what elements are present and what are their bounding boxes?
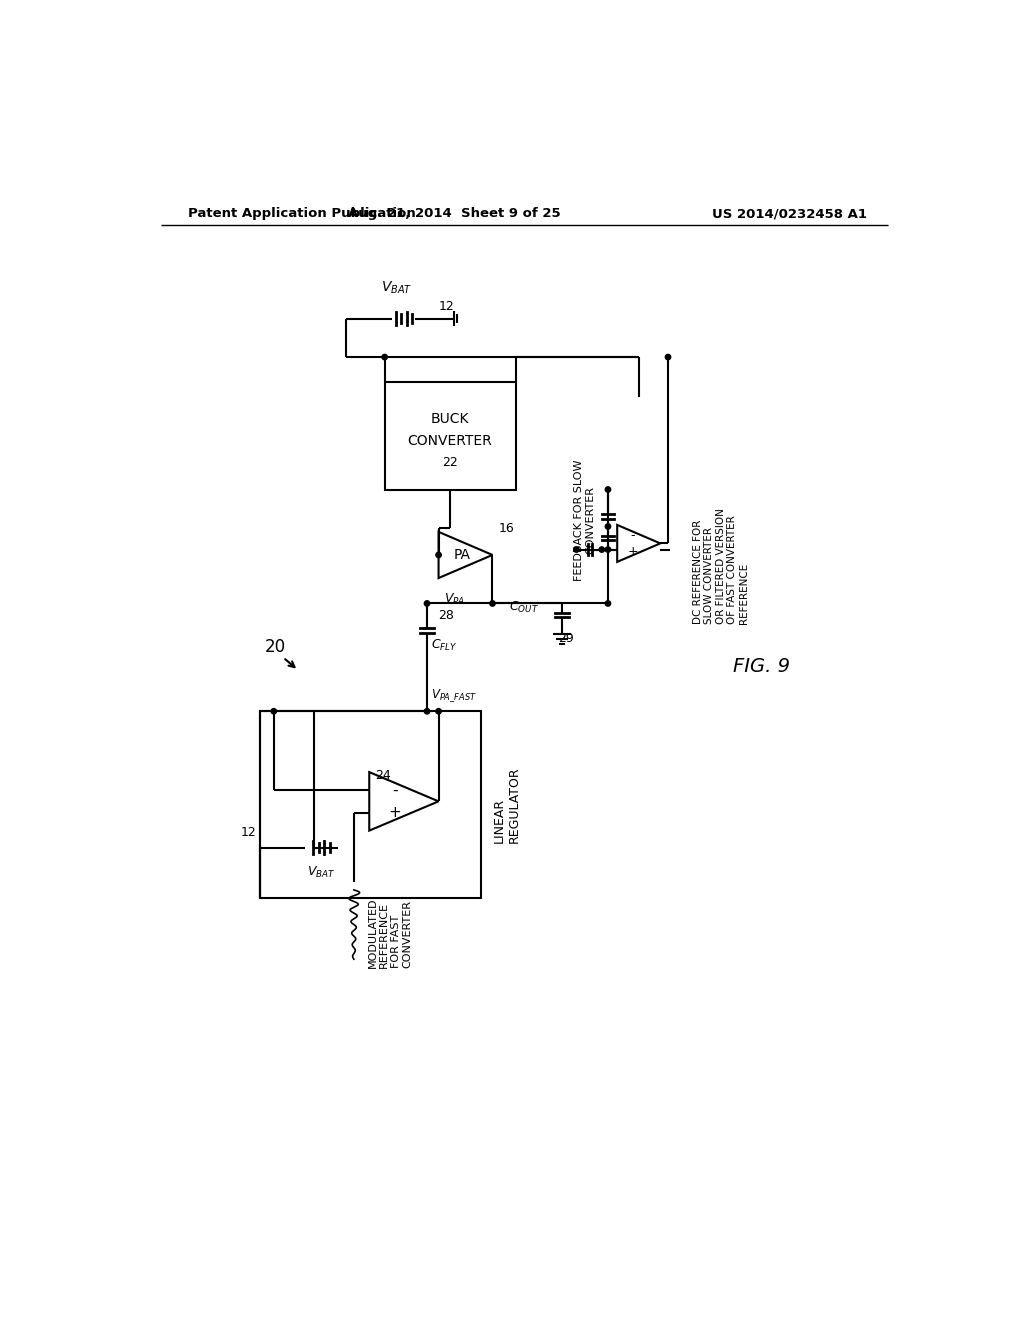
Circle shape [382,354,387,360]
Circle shape [605,601,610,606]
Text: Aug. 21, 2014  Sheet 9 of 25: Aug. 21, 2014 Sheet 9 of 25 [347,207,560,220]
Text: 16: 16 [499,521,514,535]
Text: 12: 12 [438,300,455,313]
Circle shape [605,524,610,529]
Text: 29: 29 [558,631,573,644]
Text: 12: 12 [241,825,256,838]
Circle shape [424,601,430,606]
Circle shape [605,487,610,492]
Text: $V_{BAT}$: $V_{BAT}$ [307,865,336,879]
Circle shape [436,552,441,557]
Circle shape [271,709,276,714]
Text: $V_{PA}$: $V_{PA}$ [444,593,466,607]
Text: DC REFERENCE FOR
SLOW CONVERTER
OR FILTERED VERSION
OF FAST CONVERTER
REFERENCE: DC REFERENCE FOR SLOW CONVERTER OR FILTE… [692,508,750,624]
Circle shape [489,601,496,606]
Text: CONVERTER: CONVERTER [408,434,493,447]
Bar [260,711,481,898]
Text: +: + [388,805,401,821]
Text: 22: 22 [442,455,458,469]
Circle shape [424,709,430,714]
Circle shape [605,546,610,552]
Text: PA: PA [454,548,470,562]
Text: MODULATED
REFERENCE
FOR FAST
CONVERTER: MODULATED REFERENCE FOR FAST CONVERTER [368,898,413,968]
Text: US 2014/0232458 A1: US 2014/0232458 A1 [712,207,867,220]
Circle shape [666,354,671,360]
Text: $V_{PA\_FAST}$: $V_{PA\_FAST}$ [431,686,477,704]
Circle shape [599,546,604,552]
Text: FIG. 9: FIG. 9 [733,657,791,676]
Circle shape [573,546,580,552]
Text: LINEAR
REGULATOR: LINEAR REGULATOR [493,766,520,842]
Bar [385,381,515,490]
Circle shape [436,709,441,714]
Text: $V_{BAT}$: $V_{BAT}$ [381,280,412,296]
Text: 20: 20 [265,639,286,656]
Text: FEEDBACK FOR SLOW
CONVERTER: FEEDBACK FOR SLOW CONVERTER [574,459,596,581]
Text: $C_{FLY}$: $C_{FLY}$ [431,639,458,653]
Text: -: - [392,783,397,797]
Text: 24: 24 [376,770,391,783]
Text: BUCK: BUCK [431,412,469,426]
Text: $C_{OUT}$: $C_{OUT}$ [509,599,539,615]
Text: Patent Application Publication: Patent Application Publication [188,207,416,220]
Text: -: - [631,529,635,543]
Text: 28: 28 [438,609,455,622]
Text: +: + [628,545,638,557]
